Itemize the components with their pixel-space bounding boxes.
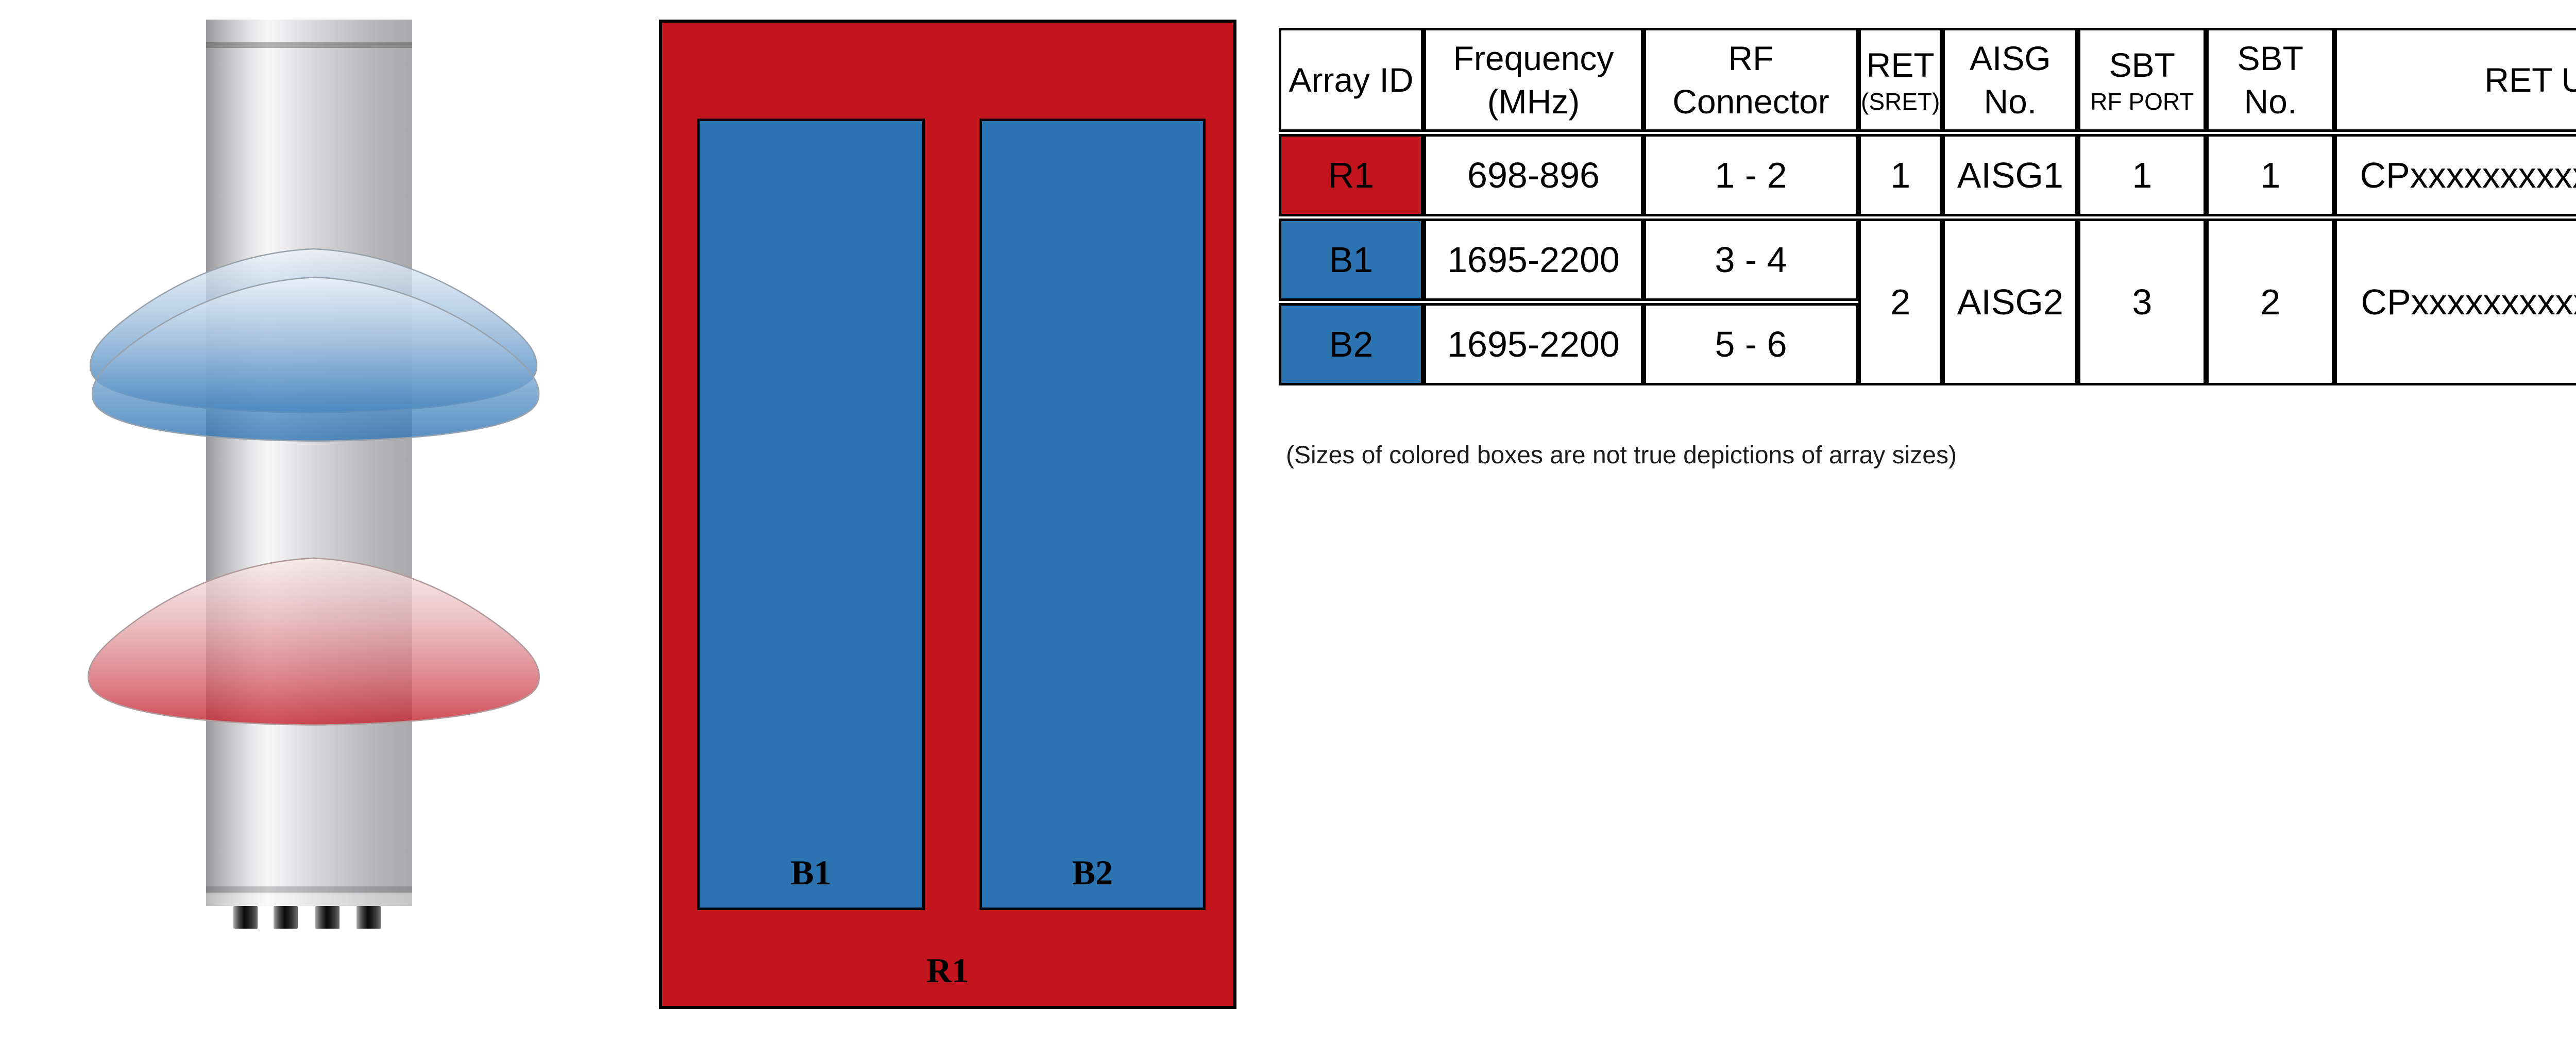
- rf-connector-cell-b1: 3 - 4: [1643, 219, 1858, 301]
- array-box-r1-label: R1: [926, 951, 970, 990]
- sbt-rf-port-cell-b: 3: [2078, 219, 2207, 385]
- ret-uid-cell-r1: CPxxxxxxxxxxxxxxxxR1: [2334, 134, 2576, 216]
- size-disclaimer-note: (Sizes of colored boxes are not true dep…: [1286, 442, 1957, 469]
- sbt-no-cell-b: 2: [2206, 219, 2335, 385]
- red-beam-dome: [87, 557, 540, 726]
- col-header-aisg-no: AISG No.: [1942, 28, 2078, 132]
- table-row-b1: B1 1695-2200 3 - 4 2 AISG2 3 2 CPxxxxxxx…: [1279, 219, 2576, 385]
- frequency-cell-r1: 698-896: [1423, 134, 1643, 216]
- sbt-no-cell-r1: 1: [2206, 134, 2335, 216]
- antenna-cylinder: [206, 20, 412, 906]
- col-header-ret-sret: RET (SRET): [1858, 28, 1943, 132]
- col-header-sbt-no: SBT No.: [2206, 28, 2335, 132]
- ret-sret-cell-r1: 1: [1858, 134, 1943, 216]
- array-id-cell-b2: B2: [1279, 303, 1423, 385]
- rf-connector-stub: [233, 906, 258, 929]
- rf-connector-stub: [274, 906, 298, 929]
- array-box-b2: [979, 119, 1206, 910]
- port-mapping-table: Array ID Frequency (MHz) RF Connector RET(…: [1279, 26, 2576, 388]
- table-row-b2: B2 1695-2200 5 - 6: [1279, 303, 2576, 385]
- rf-connector-stub: [315, 906, 340, 929]
- frequency-cell-b1: 1695-2200: [1423, 219, 1643, 301]
- col-header-array-id: Array ID: [1279, 28, 1423, 132]
- array-box-b1-label: B1: [790, 853, 832, 892]
- antenna-illustration: [0, 0, 659, 1041]
- rf-connector-cell-r1: 1 - 2: [1643, 134, 1858, 216]
- cylinder-foot-section: [206, 893, 412, 906]
- array-id-cell-b1: B1: [1279, 219, 1423, 301]
- aisg-no-cell-b: AISG2: [1942, 219, 2078, 385]
- aisg-no-cell-r1: AISG1: [1942, 134, 2078, 216]
- ret-sret-cell-b: 2: [1858, 219, 1943, 385]
- table-header-row: Array ID Frequency (MHz) RF Connector RET(…: [1279, 28, 2576, 132]
- sbt-rf-port-cell-r1: 1: [2078, 134, 2207, 216]
- rf-connector-stub: [357, 906, 381, 929]
- array-id-cell-r1: R1: [1279, 134, 1423, 216]
- ret-uid-cell-b: CPxxxxxxxxxxxxxxxxB1: [2334, 219, 2576, 385]
- array-box-b2-label: B2: [1072, 853, 1113, 892]
- cylinder-bottom-band: [206, 886, 412, 893]
- array-box-b1: [697, 119, 925, 910]
- frequency-cell-b2: 1695-2200: [1423, 303, 1643, 385]
- col-header-sbt-rf-port: SBT RF PORT: [2078, 28, 2207, 132]
- col-header-rf-connector: RF Connector: [1643, 28, 1858, 132]
- rf-connector-cell-b2: 5 - 6: [1643, 303, 1858, 385]
- blue-beam-dome-2: [91, 276, 540, 442]
- col-header-frequency: Frequency (MHz): [1423, 28, 1643, 132]
- cylinder-top-band: [206, 42, 412, 48]
- table-row-r1: R1 698-896 1 - 2 1 AISG1 1 1 CPxxxxxxxxx…: [1279, 134, 2576, 216]
- col-header-ret-uid: RET UID: [2334, 28, 2576, 132]
